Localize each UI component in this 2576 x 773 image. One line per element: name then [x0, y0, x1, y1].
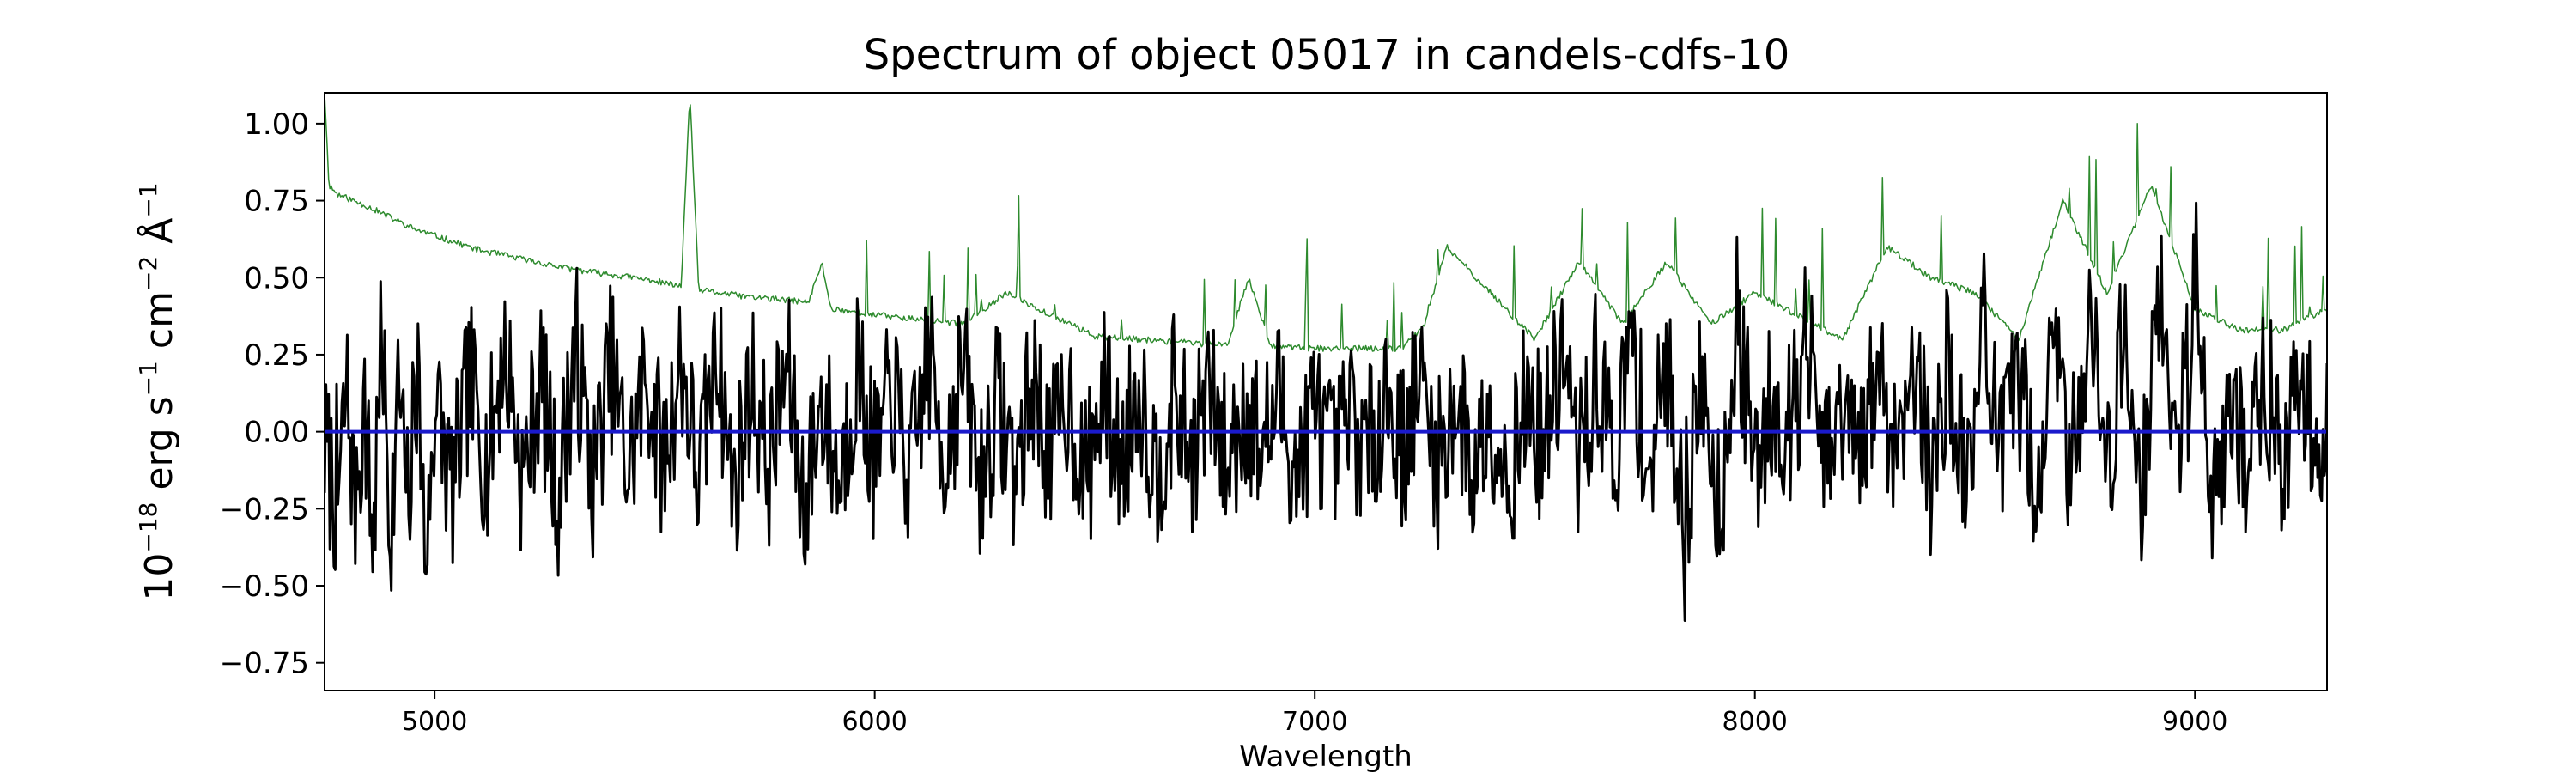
y-tick-label: 0.00: [244, 416, 309, 450]
x-tick-label: 9000: [2162, 707, 2227, 737]
plot-lines: [325, 94, 2327, 622]
y-tick-label: −0.75: [220, 647, 309, 681]
y-axis: −0.75 −0.50 −0.25 0.00 0.25 0.50 0.75 1.00: [220, 107, 325, 681]
flux-series-line: [325, 201, 2327, 622]
x-tick-label: 8000: [1722, 707, 1788, 737]
y-tick-label: −0.25: [220, 492, 309, 526]
x-tick-label: 5000: [402, 707, 467, 737]
error-series-line: [325, 94, 2327, 353]
y-tick-label: −0.50: [220, 569, 309, 604]
y-axis-label: 10−18 erg s−1 cm−2 Å−1: [134, 182, 181, 600]
x-axis: 5000 6000 7000 8000 9000: [402, 691, 2227, 737]
chart-title: Spectrum of object 05017 in candels-cdfs…: [864, 31, 1790, 79]
y-tick-label: 1.00: [244, 107, 309, 142]
x-axis-label: Wavelength: [1239, 740, 1413, 773]
plot-frame: [324, 92, 2328, 691]
x-tick-label: 6000: [841, 707, 907, 737]
x-tick-label: 7000: [1282, 707, 1347, 737]
y-tick-label: 0.75: [244, 185, 309, 219]
y-tick-label: 0.25: [244, 338, 309, 373]
y-tick-label: 0.50: [244, 261, 309, 295]
